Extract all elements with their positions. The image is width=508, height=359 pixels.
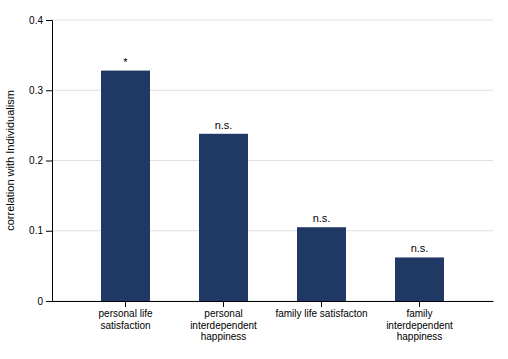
annotation: * bbox=[123, 56, 128, 68]
y-tick-label: 0 bbox=[37, 296, 43, 307]
x-tick: family life satisfacton bbox=[275, 301, 367, 319]
bar bbox=[101, 71, 150, 301]
annotation: n.s. bbox=[313, 212, 331, 224]
y-tick-mark bbox=[46, 161, 52, 162]
bar bbox=[297, 227, 346, 301]
y-tick-mark bbox=[46, 20, 52, 21]
annotation: n.s. bbox=[411, 242, 429, 254]
y-tick: 0.1 bbox=[29, 225, 52, 236]
annotation: n.s. bbox=[215, 119, 233, 131]
y-tick-label: 0.3 bbox=[29, 85, 43, 96]
y-tick-label: 0.4 bbox=[29, 15, 43, 26]
y-axis-line bbox=[46, 21, 53, 302]
x-tick-label-line: personal bbox=[204, 308, 242, 319]
x-axis: personal lifesatisfactionpersonalinterde… bbox=[53, 301, 494, 342]
bar bbox=[395, 257, 444, 301]
y-tick-label: 0.1 bbox=[29, 225, 43, 236]
x-tick-mark bbox=[419, 301, 420, 307]
y-tick: 0 bbox=[37, 296, 52, 307]
x-axis-line bbox=[53, 301, 494, 302]
annotations: * n.s. n.s. n.s. bbox=[123, 56, 428, 255]
y-tick: 0.4 bbox=[29, 15, 52, 26]
x-tick-label: family life satisfacton bbox=[275, 308, 367, 319]
y-axis-title: correlation with Individualism bbox=[4, 90, 16, 231]
x-tick-label-line: family bbox=[406, 308, 432, 319]
bar bbox=[199, 134, 248, 301]
grid bbox=[52, 20, 493, 301]
x-tick-mark bbox=[125, 301, 126, 307]
x-tick-label-line: interdependent bbox=[190, 320, 257, 331]
x-tick-mark bbox=[223, 301, 224, 307]
x-tick: personal lifesatisfaction bbox=[99, 301, 153, 331]
x-tick-label-line: interdependent bbox=[386, 320, 453, 331]
x-tick-label: personal lifesatisfaction bbox=[99, 308, 153, 331]
y-tick-label: 0.2 bbox=[29, 155, 43, 166]
x-tick-label-line: family life satisfacton bbox=[275, 308, 367, 319]
x-tick-mark bbox=[321, 301, 322, 307]
plot: 00.10.20.30.4personal lifesatisfactionpe… bbox=[29, 15, 493, 342]
y-tick-mark bbox=[46, 90, 52, 91]
grid-line bbox=[52, 20, 493, 21]
x-tick: familyinterdependenthappiness bbox=[386, 301, 453, 342]
x-tick-label-line: satisfaction bbox=[100, 320, 150, 331]
x-tick-label: personalinterdependenthappiness bbox=[190, 308, 257, 342]
x-tick-label: familyinterdependenthappiness bbox=[386, 308, 453, 342]
y-tick: 0.3 bbox=[29, 85, 52, 96]
y-tick-mark bbox=[46, 231, 52, 232]
bars bbox=[101, 71, 444, 301]
y-axis: 0 0.1 0.2 0.3 0.4 bbox=[29, 15, 52, 307]
x-tick-label-line: happiness bbox=[397, 331, 443, 342]
y-tick: 0.2 bbox=[29, 155, 52, 166]
y-tick-mark bbox=[46, 301, 52, 302]
x-tick: personalinterdependenthappiness bbox=[190, 301, 257, 342]
chart: 00.10.20.30.4personal lifesatisfactionpe… bbox=[0, 0, 508, 359]
x-tick-label-line: happiness bbox=[201, 331, 247, 342]
x-tick-label-line: personal life bbox=[99, 308, 153, 319]
